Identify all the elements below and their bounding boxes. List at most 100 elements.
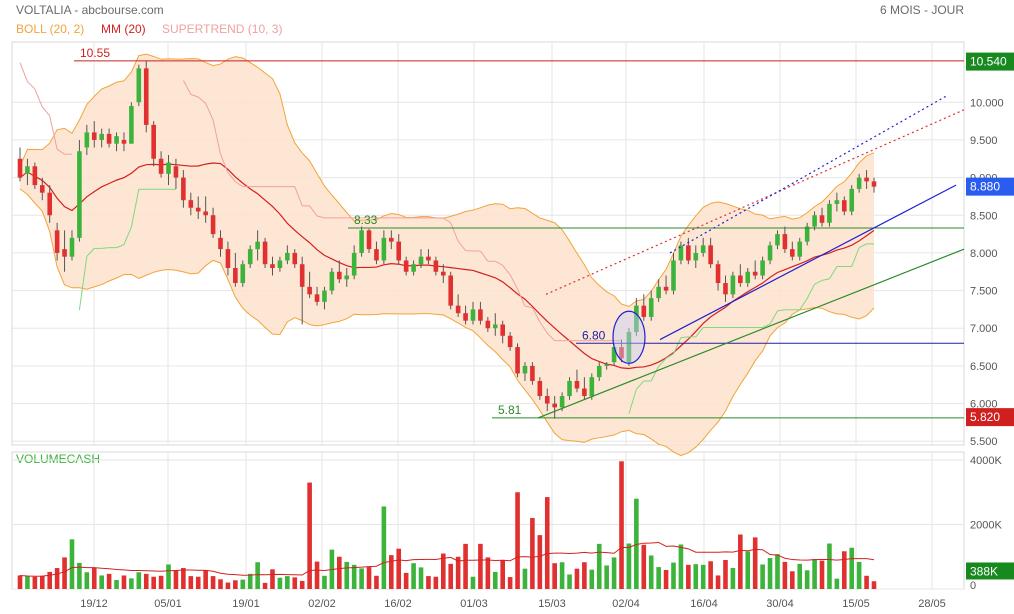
supertrend-segment [673, 337, 682, 355]
volume-bar [738, 534, 743, 589]
volume-bar [708, 561, 713, 589]
volume-bar [790, 571, 795, 589]
volume-bar [604, 565, 609, 589]
chart-title: VOLTALIA - abcbourse.com [16, 3, 164, 17]
candle-up [700, 245, 706, 253]
candle-down [314, 294, 320, 302]
candle-up [678, 245, 684, 261]
volume-bar [158, 575, 164, 589]
volume-bar [307, 482, 312, 589]
candle-down [39, 185, 45, 193]
volume-bar [864, 575, 869, 589]
volume-bar [403, 572, 409, 589]
level-label: 6.80 [582, 328, 606, 342]
channel-trendline [659, 184, 957, 341]
candle-down [641, 305, 647, 317]
candle-down [426, 256, 431, 261]
volume-bar [641, 544, 647, 589]
volume-bar [745, 551, 751, 589]
candle-down [151, 124, 156, 159]
candle-down [500, 324, 505, 336]
supertrend-segment [130, 189, 140, 228]
volume-moving-average [19, 541, 875, 577]
candle-down [121, 139, 127, 144]
volume-last-badge-bg [966, 562, 1014, 580]
candle-down [54, 230, 60, 253]
supertrend-segment [27, 81, 36, 90]
candle-up [114, 136, 119, 144]
y-tick-label: 10.000 [970, 97, 1004, 109]
volume-bar [396, 548, 402, 589]
supertrend-segment [799, 298, 808, 311]
supertrend-segment [78, 256, 88, 311]
x-tick-label: 15/05 [842, 598, 870, 610]
volume-bar [515, 492, 520, 589]
candle-up [522, 365, 528, 374]
candle-down [337, 271, 342, 280]
candle-up [359, 230, 364, 253]
volume-bar [440, 553, 446, 589]
supertrend-segment [806, 283, 816, 299]
candle-up [129, 106, 134, 144]
volume-bar [671, 562, 676, 589]
volume-bar [84, 572, 90, 589]
volume-bar [470, 576, 476, 589]
candle-down [195, 207, 201, 212]
candle-up [834, 200, 840, 204]
volume-bar [849, 547, 855, 589]
candle-down [686, 245, 691, 261]
candle-up [84, 132, 90, 148]
volume-bar [782, 561, 788, 589]
period-label[interactable]: 6 MOIS - JOUR [880, 3, 964, 17]
volume-bar [47, 571, 53, 589]
supertrend-segment [220, 154, 229, 173]
volume-bar [344, 561, 350, 589]
supertrend-segment [450, 222, 459, 242]
legend-boll: BOLL (20, 2) [16, 22, 84, 36]
supertrend-segment [769, 310, 778, 325]
candle-down [210, 215, 216, 235]
supertrend-segment [116, 244, 125, 249]
candle-up [827, 203, 832, 223]
candle-up [567, 380, 572, 397]
candle-up [626, 332, 632, 363]
volume-bar [574, 568, 580, 589]
candle-up [344, 275, 350, 280]
candle-down [544, 396, 550, 404]
candle-up [285, 252, 290, 261]
candle-down [203, 211, 208, 216]
volume-bar [856, 561, 862, 589]
volume-bar [589, 569, 595, 589]
volume-bar [233, 580, 238, 589]
candle-down [366, 230, 372, 250]
candle-down [374, 249, 379, 261]
volume-title: VOLUMECASH [16, 452, 100, 466]
supertrend-segment [539, 321, 548, 334]
volume-bar [181, 568, 186, 589]
supertrend-segment [695, 327, 704, 338]
volume-bar [25, 576, 30, 589]
candle-up [693, 252, 699, 261]
volume-bar [203, 569, 208, 589]
volume-bar [106, 573, 112, 589]
supertrend-segment [34, 88, 43, 108]
y-tick-label: 7.000 [970, 323, 998, 335]
volume-bar [500, 559, 505, 589]
volume-bar [240, 579, 246, 589]
candle-down [782, 234, 788, 250]
candle-down [173, 166, 179, 178]
projection-trendline-red [545, 109, 965, 295]
candle-down [841, 200, 847, 212]
candle-up [856, 177, 862, 189]
candle-up [470, 309, 476, 321]
candle-down [552, 403, 557, 408]
volume-bar [700, 564, 706, 589]
candle-down [62, 249, 67, 257]
x-tick-label: 15/03 [538, 598, 566, 610]
y-tick-label: 6.000 [970, 399, 998, 411]
volume-bar [136, 572, 142, 589]
volume-bar [634, 498, 639, 589]
candle-up [381, 237, 387, 261]
volume-bar [262, 582, 268, 589]
supertrend-segment [19, 62, 28, 82]
